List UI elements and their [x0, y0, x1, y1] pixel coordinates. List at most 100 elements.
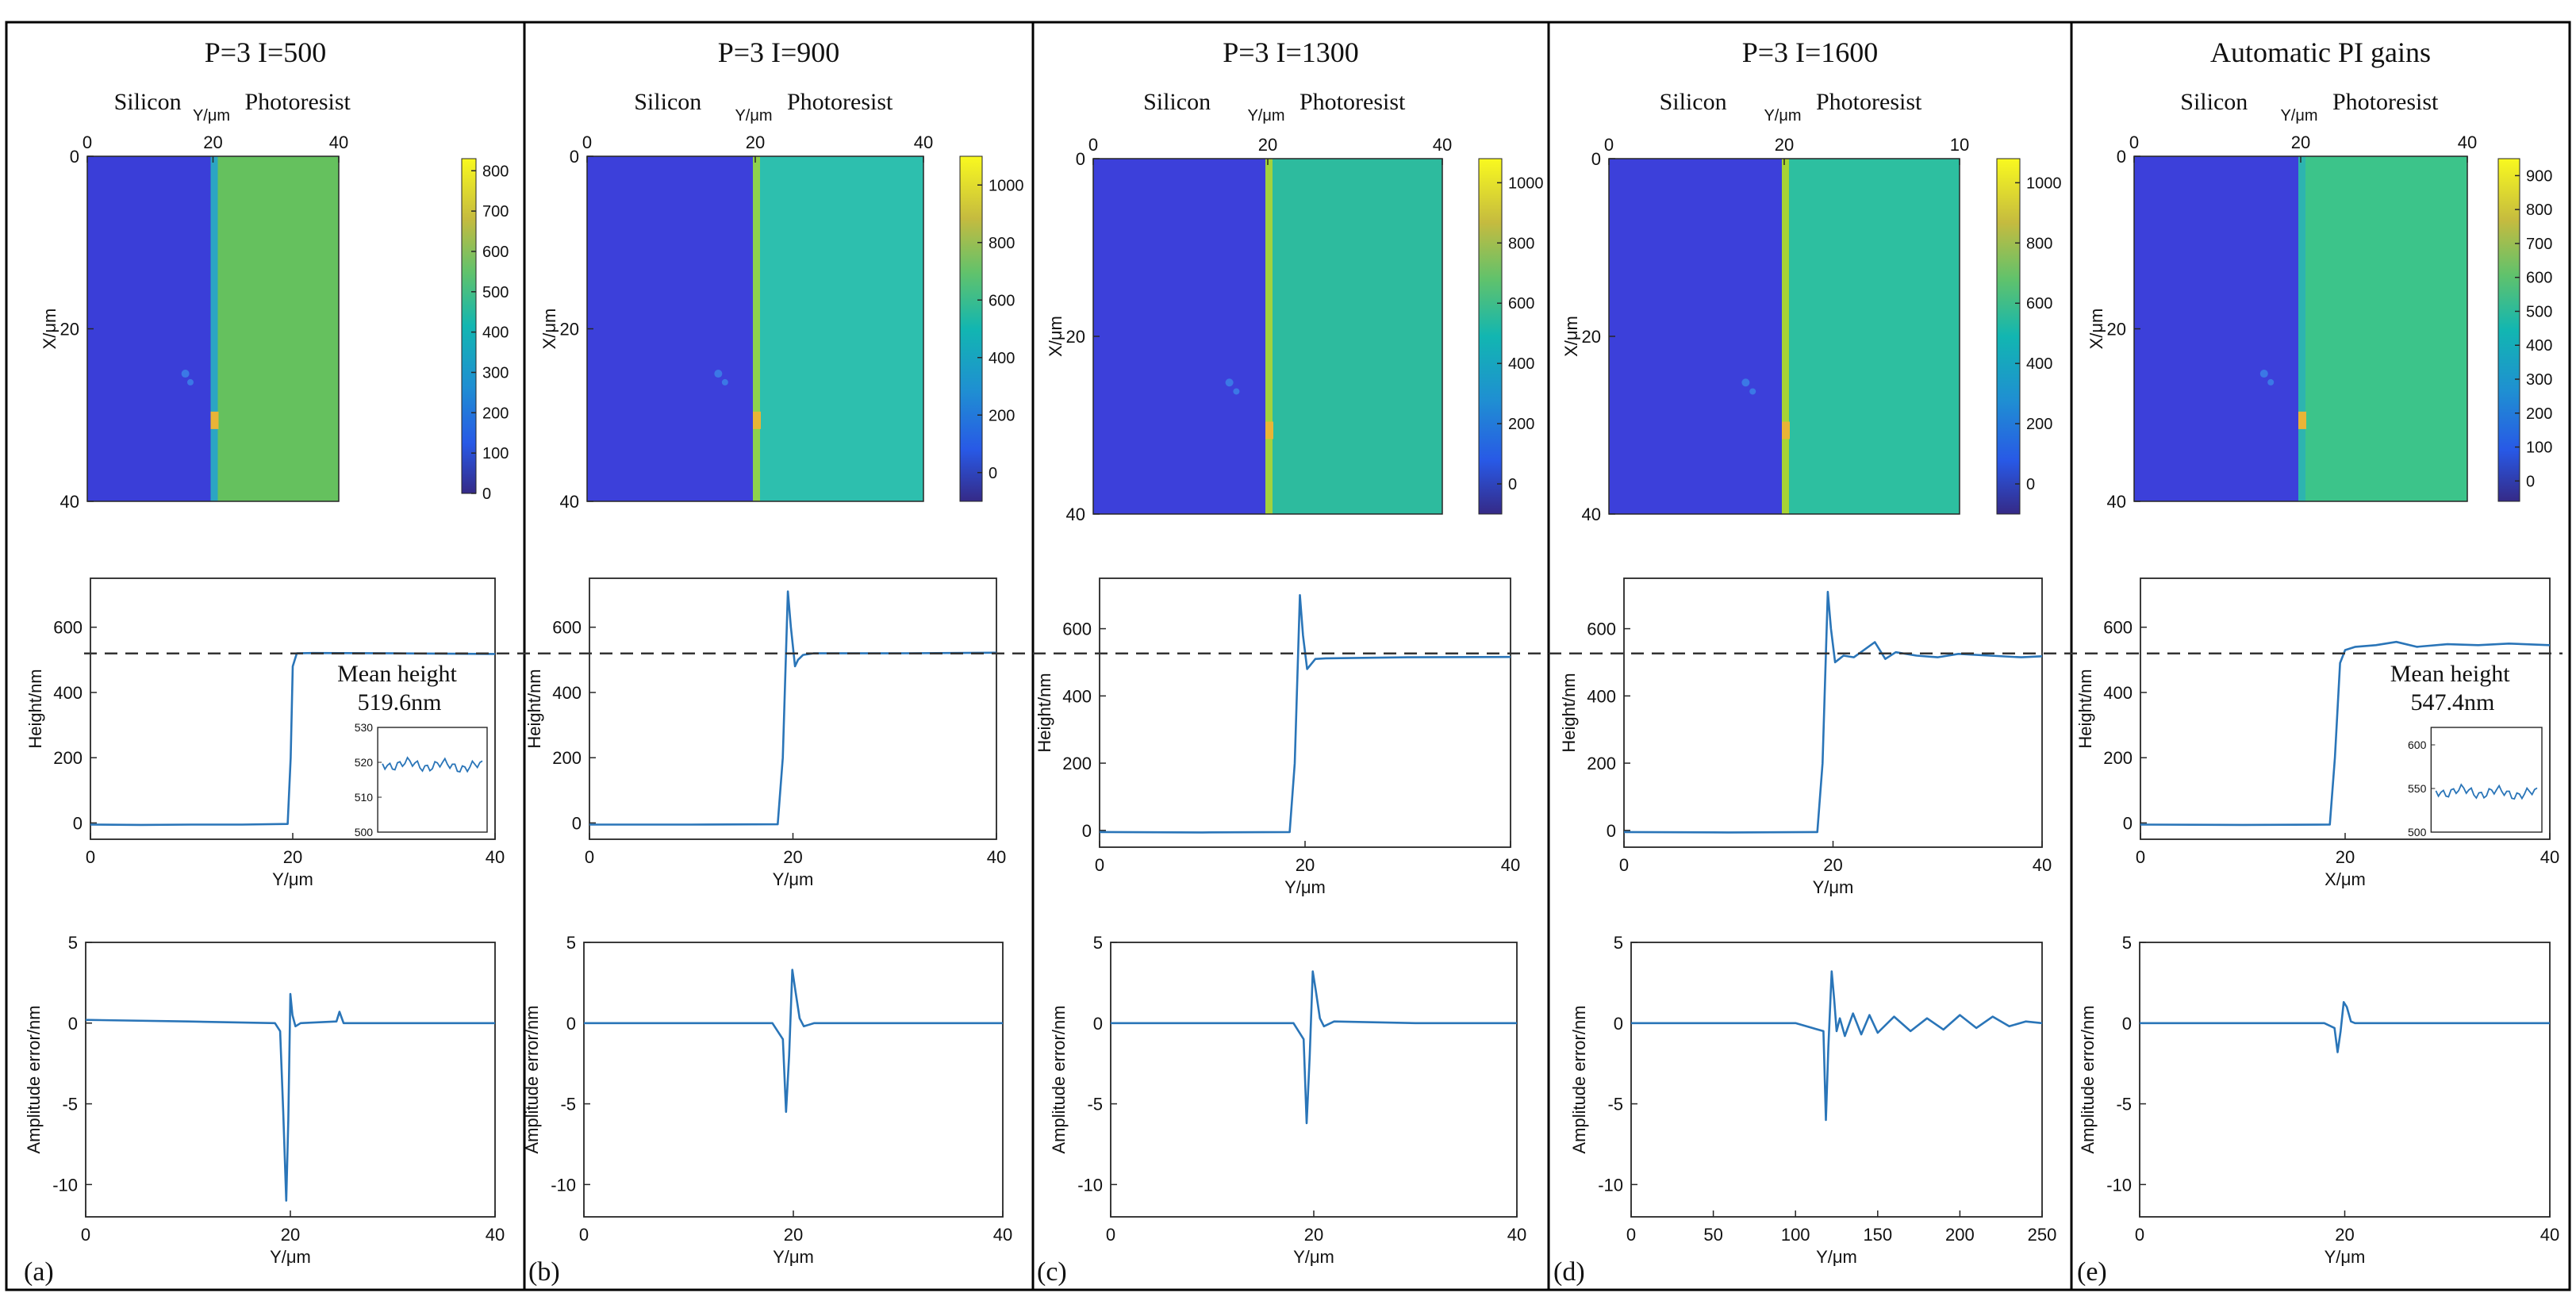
height-x-tick-label: 20 [783, 847, 802, 867]
map-y-tick-label: 0 [570, 147, 579, 167]
colorbar-tick-label: 400 [482, 324, 509, 342]
error-axes [1630, 942, 2043, 1218]
inset-y-tick-label: 510 [355, 791, 374, 804]
edge-defect [753, 411, 761, 429]
error-axes [1110, 942, 1518, 1218]
error-y-tick-label: -5 [1607, 1095, 1623, 1115]
colorbar [959, 155, 983, 502]
map-x-tick-label: 40 [329, 132, 348, 152]
colorbar-tick-label: 600 [2026, 295, 2052, 313]
silicon-region [1093, 159, 1268, 514]
mean-height-annotation: Mean height [2390, 661, 2510, 687]
photoresist-region [1268, 159, 1442, 514]
error-x-tick-label: 40 [486, 1225, 505, 1245]
height-axes [1623, 577, 2043, 848]
error-x-tick-label: 0 [579, 1225, 589, 1245]
colorbar [2497, 158, 2520, 502]
panel-tag: (d) [1553, 1257, 1585, 1287]
error-y-tick-label: 5 [68, 933, 78, 953]
silicon-label: Silicon [1143, 89, 1211, 115]
inset-profile-line [382, 756, 483, 773]
map-x-tick-label: 0 [1088, 135, 1098, 155]
error-y-tick-label: 0 [1093, 1014, 1103, 1034]
height-x-axis-label: Y/μm [1813, 877, 1854, 897]
map-y-tick-label: 0 [1591, 149, 1601, 169]
surface-particle [1233, 388, 1240, 395]
amplitude-error-line [1111, 970, 1517, 1125]
error-y-tick-label: -10 [551, 1175, 576, 1195]
error-y-tick-label: -10 [52, 1175, 78, 1195]
panel-title: P=3 I=1300 [1223, 36, 1359, 68]
error-x-tick-label: 20 [1304, 1225, 1323, 1245]
colorbar-tick-label: 600 [482, 244, 509, 261]
amplitude-error-line [584, 969, 1003, 1113]
height-y-tick-label: 0 [73, 813, 83, 833]
silicon-region [87, 156, 213, 501]
map-y-tick-label: 0 [2117, 147, 2126, 167]
error-x-axis-label: Y/μm [773, 1247, 814, 1267]
height-x-tick-label: 0 [1095, 855, 1104, 875]
panel-title: P=3 I=1600 [1742, 36, 1879, 68]
colorbar-tick-label: 400 [1508, 355, 1534, 373]
amplitude-error-line [85, 992, 495, 1202]
error-x-tick-label: 150 [1863, 1225, 1892, 1245]
amplitude-error-line [1631, 970, 2043, 1122]
map-y-tick-label: 40 [560, 492, 579, 512]
error-x-axis-label: Y/μm [1293, 1247, 1334, 1267]
error-x-tick-label: 40 [1507, 1225, 1526, 1245]
map-y-tick-label: 0 [70, 147, 79, 167]
height-y-tick-label: 200 [2103, 748, 2133, 768]
height-x-axis-label: Y/μm [272, 869, 313, 889]
map-y-tick-label: 20 [2107, 320, 2126, 340]
map-x-tick-label: 0 [582, 132, 592, 152]
colorbar-tick-label: 0 [1508, 476, 1517, 493]
map-y-axis-label: X/μm [1046, 316, 1065, 357]
colorbar-tick-label: 0 [482, 485, 491, 503]
colorbar-tick-label: 900 [2526, 167, 2552, 185]
colorbar [1996, 158, 2021, 515]
height-x-tick-label: 40 [2540, 847, 2559, 867]
error-y-tick-label: -10 [2106, 1175, 2132, 1195]
map-y-tick-label: 40 [60, 492, 79, 512]
error-y-tick-label: 5 [2122, 933, 2132, 953]
colorbar-tick-label: 1000 [2026, 175, 2062, 192]
error-y-axis-label: Amplitude error/nm [1569, 1005, 1589, 1153]
map-y-axis-label: X/μm [539, 309, 559, 350]
step-edge [1265, 159, 1273, 514]
colorbar-tick-label: 300 [482, 364, 509, 382]
error-axes [85, 942, 496, 1218]
step-edge [2298, 156, 2305, 501]
error-y-tick-label: -5 [560, 1095, 576, 1115]
silicon-region [587, 156, 755, 501]
colorbar-tick-label: 600 [1508, 295, 1534, 313]
height-x-axis-label: Y/μm [1284, 877, 1326, 897]
height-x-tick-label: 0 [2136, 847, 2145, 867]
error-y-tick-label: 5 [566, 933, 576, 953]
map-x-tick-label: 20 [746, 132, 765, 152]
mean-height-value: 547.4nm [2411, 689, 2495, 716]
colorbar-tick-label: 0 [2026, 476, 2035, 493]
height-x-axis-label: X/μm [2325, 869, 2366, 889]
panel-tag: (c) [1037, 1257, 1067, 1287]
panel-title: P=3 I=500 [205, 36, 327, 68]
height-x-axis-label: Y/μm [773, 869, 814, 889]
inset-y-tick-label: 500 [2408, 826, 2427, 838]
height-x-tick-label: 20 [1823, 855, 1842, 875]
height-profile-line [1623, 590, 2043, 834]
height-y-axis-label: Height/nm [25, 669, 45, 748]
colorbar-tick-label: 800 [2026, 235, 2052, 252]
error-x-tick-label: 20 [281, 1225, 300, 1245]
error-y-tick-label: 5 [1093, 933, 1103, 953]
height-y-tick-label: 400 [1587, 686, 1616, 706]
error-y-tick-label: -10 [1077, 1175, 1103, 1195]
photoresist-region [213, 156, 339, 501]
colorbar-tick-label: 100 [2526, 439, 2552, 457]
panel-tag: (b) [528, 1257, 560, 1287]
map-y-axis-label: X/μm [1561, 316, 1581, 357]
height-axes [589, 577, 997, 840]
edge-defect [2298, 411, 2306, 429]
map-top-axis-label: Y/μm [193, 107, 230, 125]
colorbar-tick-label: 600 [2526, 270, 2552, 287]
colorbar-tick-label: 1000 [1508, 175, 1544, 192]
